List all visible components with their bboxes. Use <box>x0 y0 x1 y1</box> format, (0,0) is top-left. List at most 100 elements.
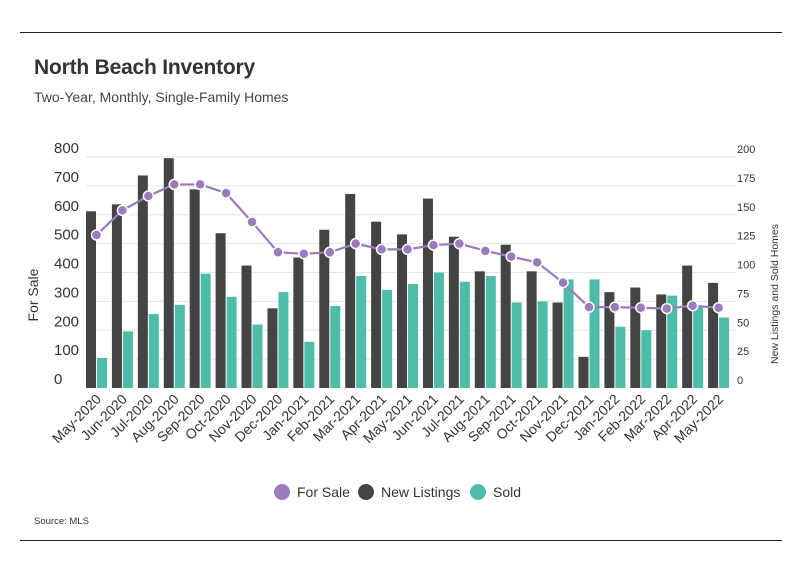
sold-bar <box>408 284 419 388</box>
legend-new-listings-marker <box>358 484 374 500</box>
sold-bar <box>252 324 263 388</box>
new-listings-bar <box>189 189 200 388</box>
for-sale-point <box>298 247 310 260</box>
sold-bar <box>589 279 600 388</box>
new-listings-bar <box>448 236 459 388</box>
for-sale-point <box>324 246 336 259</box>
new-listings-bar <box>630 287 641 388</box>
left-tick-label: 800 <box>54 140 79 157</box>
x-axis: May-2020Jun-2020Jul-2020Aug-2020Sep-2020… <box>49 391 727 446</box>
right-tick-label: 125 <box>737 231 755 243</box>
legend: For Sale New Listings Sold <box>274 484 521 500</box>
left-axis: 0 100 200 300 400 500 600 700 800 For Sale <box>25 140 79 388</box>
new-listings-bar <box>656 294 667 388</box>
legend-new-listings-label: New Listings <box>381 484 460 500</box>
sold-bar <box>304 341 315 388</box>
sold-bar <box>382 289 393 388</box>
sold-bar <box>537 301 548 388</box>
sold-bar <box>641 330 652 388</box>
sold-bar <box>356 275 367 388</box>
sold-bar <box>563 279 574 388</box>
legend-sold-label: Sold <box>493 484 521 500</box>
for-sale-point <box>686 299 699 312</box>
right-tick-label: 0 <box>737 375 743 387</box>
sold-bar <box>485 275 496 388</box>
sold-bar <box>330 305 341 388</box>
for-sale-point <box>479 245 492 257</box>
left-tick-label: 200 <box>54 313 79 330</box>
for-sale-point <box>375 243 388 256</box>
new-listings-bar <box>293 257 304 388</box>
right-tick-label: 75 <box>737 288 749 300</box>
new-listings-bar <box>267 308 278 388</box>
for-sale-point <box>609 301 621 313</box>
for-sale-point <box>401 243 414 256</box>
new-listings-bar <box>241 265 252 388</box>
new-listings-bar <box>708 282 719 388</box>
sold-bar <box>148 314 159 388</box>
for-sale-point <box>220 187 232 199</box>
right-axis: 0 25 50 75 100 125 150 175 200 New Listings and S… <box>737 144 781 387</box>
sold-bar <box>511 302 522 388</box>
left-tick-label: 0 <box>54 371 62 388</box>
chart-title: North Beach Inventory <box>34 56 256 79</box>
for-sale-point <box>246 216 258 228</box>
for-sale-point <box>712 301 725 314</box>
left-tick-label: 700 <box>54 169 79 186</box>
new-listings-bar <box>682 265 693 388</box>
new-listings-bar <box>422 198 433 388</box>
right-tick-label: 25 <box>737 346 749 358</box>
for-sale-point <box>453 237 466 250</box>
left-tick-label: 300 <box>54 284 79 301</box>
bottom-rule <box>20 540 782 541</box>
for-sale-point <box>427 239 440 251</box>
for-sale-point <box>168 178 181 191</box>
sold-bar <box>174 304 185 388</box>
right-tick-label: 150 <box>737 202 755 214</box>
new-listings-bar <box>215 233 226 388</box>
legend-sold-marker <box>470 484 486 500</box>
legend-for-sale-label: For Sale <box>297 484 350 500</box>
left-tick-label: 500 <box>54 227 79 244</box>
left-tick-label: 400 <box>54 256 79 273</box>
right-tick-label: 200 <box>737 144 755 156</box>
new-listings-bar <box>86 211 96 388</box>
right-tick-label: 175 <box>737 173 755 185</box>
new-listings-bar <box>111 204 122 388</box>
for-sale-point <box>505 250 517 263</box>
new-listings-bar <box>319 229 330 388</box>
new-listings-bar <box>371 221 382 388</box>
new-listings-bar <box>552 302 563 388</box>
new-listings-bar <box>345 193 356 388</box>
new-listings-bar <box>397 234 408 388</box>
left-axis-label: For Sale <box>25 268 41 321</box>
sold-bar <box>693 307 704 388</box>
for-sale-point <box>635 301 647 314</box>
source-note: Source: MLS <box>34 516 89 527</box>
top-rule <box>20 32 782 33</box>
sold-bar <box>97 357 107 388</box>
for-sale-line <box>90 178 725 315</box>
left-tick-label: 100 <box>54 342 79 359</box>
legend-for-sale-marker <box>274 484 290 500</box>
for-sale-point <box>583 301 595 313</box>
right-axis-label: New Listings and Sold Homes <box>769 224 781 364</box>
new-listings-bar <box>604 292 615 388</box>
sold-bar <box>433 272 444 388</box>
for-sale-point <box>142 190 155 202</box>
for-sale-point <box>531 256 543 269</box>
sold-bar <box>459 281 470 388</box>
new-listings-bar <box>474 271 485 388</box>
for-sale-point <box>349 237 362 250</box>
sold-bars <box>97 272 730 388</box>
for-sale-point <box>660 302 673 315</box>
for-sale-point <box>557 276 569 289</box>
new-listings-bar <box>526 271 537 388</box>
sold-bar <box>719 317 730 388</box>
new-listings-bars <box>86 158 719 388</box>
sold-bar <box>615 326 626 388</box>
new-listings-bar <box>578 356 589 388</box>
new-listings-bar <box>137 175 148 388</box>
new-listings-bar <box>500 244 511 388</box>
